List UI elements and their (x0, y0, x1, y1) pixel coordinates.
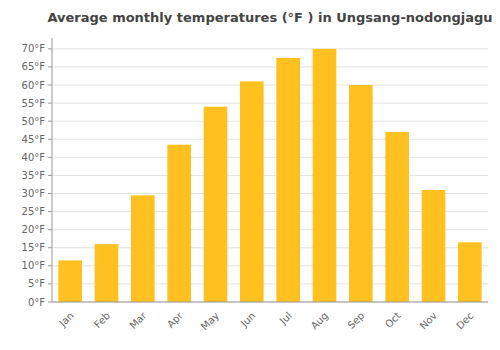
grid-line (52, 121, 488, 122)
x-tick-label: Oct (383, 310, 403, 330)
x-tick-label: May (199, 310, 221, 332)
bar (58, 260, 82, 302)
y-tick (48, 48, 52, 49)
bar (131, 195, 155, 302)
y-tick (48, 193, 52, 194)
grid-line (52, 175, 488, 176)
y-tick (48, 139, 52, 140)
y-tick-label: 65°F (22, 61, 46, 72)
y-tick (48, 85, 52, 86)
y-tick-label: 20°F (22, 224, 46, 235)
bar (458, 242, 482, 302)
y-tick-label: 0°F (28, 297, 45, 308)
x-tick-label: Feb (92, 310, 112, 330)
x-tick-label: Jun (238, 310, 258, 330)
grid-line (52, 302, 488, 303)
x-tick-label: Apr (165, 309, 186, 330)
x-tick-label: Mar (127, 309, 149, 331)
chart-container: Average monthly temperatures (°F ) in Un… (0, 0, 500, 350)
y-axis: 0°F 5°F 10°F 15°F 20°F 25°F 30°F 35°F 40°F 45°F 50… (22, 38, 52, 308)
y-tick (48, 229, 52, 230)
grid-line (52, 139, 488, 140)
y-tick (48, 283, 52, 284)
y-tick (48, 265, 52, 266)
y-tick-label: 30°F (22, 188, 46, 199)
x-axis-line (52, 302, 488, 303)
title: Average monthly temperatures (°F ) in Un… (47, 10, 492, 25)
bar (422, 190, 446, 302)
y-tick (48, 157, 52, 158)
y-tick (48, 103, 52, 104)
grid (52, 49, 488, 302)
grid-line (52, 157, 488, 158)
x-tick-label: Dec (454, 310, 475, 331)
y-tick (48, 211, 52, 212)
x-axis: Jan Feb Mar Apr May Jun Jul Aug Sep Oct Nov Dec (52, 302, 488, 332)
bar (276, 58, 300, 302)
bars (58, 49, 481, 302)
bar (313, 49, 337, 302)
y-tick (48, 121, 52, 122)
y-tick-label: 45°F (22, 134, 46, 145)
bar (167, 145, 191, 302)
y-axis-line (52, 38, 53, 302)
y-tick (48, 302, 52, 303)
grid-line (52, 48, 488, 49)
y-tick (48, 175, 52, 176)
y-tick-label: 60°F (22, 80, 46, 91)
y-tick-label: 15°F (22, 242, 46, 253)
bar (240, 81, 264, 302)
y-tick-label: 55°F (22, 98, 46, 109)
chart: Average monthly temperatures (°F ) in Un… (0, 0, 500, 350)
grid-line (52, 103, 488, 104)
y-tick-label: 40°F (22, 152, 46, 163)
y-tick (48, 247, 52, 248)
y-tick-label: 25°F (22, 206, 46, 217)
y-tick-label: 50°F (22, 116, 46, 127)
y-tick (48, 66, 52, 67)
y-tick-label: 70°F (22, 43, 46, 54)
bar (385, 132, 409, 302)
y-tick-label: 10°F (22, 260, 46, 271)
grid-line (52, 85, 488, 86)
x-tick-label: Jan (56, 310, 75, 329)
x-tick-label: Sep (345, 310, 366, 331)
bar (349, 85, 373, 302)
x-tick-label: Jul (277, 310, 294, 327)
bar (95, 244, 119, 302)
grid-line (52, 66, 488, 67)
bar (204, 107, 228, 302)
y-tick-label: 5°F (28, 278, 45, 289)
x-tick-label: Aug (309, 310, 331, 332)
x-tick-label: Nov (418, 310, 440, 332)
y-tick-label: 35°F (22, 170, 46, 181)
